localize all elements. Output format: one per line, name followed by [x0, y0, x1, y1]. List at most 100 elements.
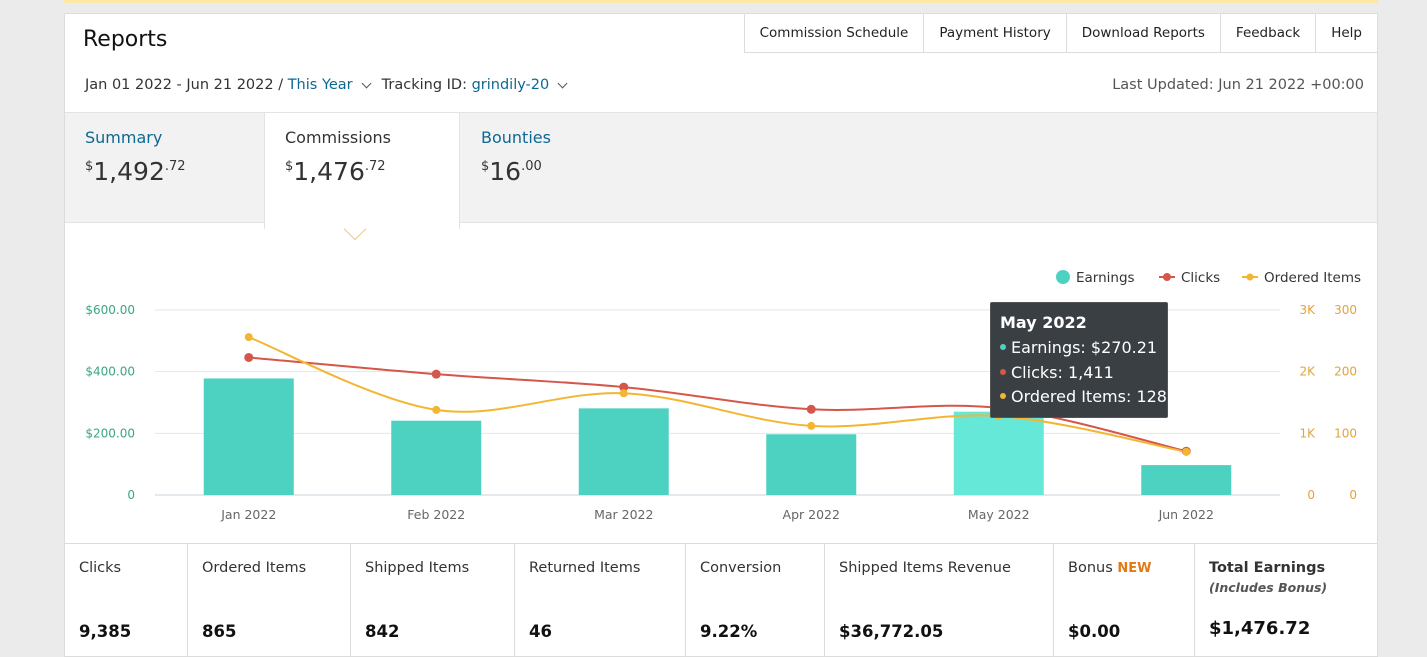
stat-label: Ordered Items — [202, 560, 307, 576]
new-badge: NEW — [1117, 561, 1152, 576]
stat-shipped-revenue: Shipped Items Revenue $36,772.05 — [825, 544, 1054, 657]
earnings-bar — [203, 378, 294, 495]
stat-label: Clicks — [79, 560, 122, 576]
legend-ordered-marker — [1246, 273, 1254, 281]
x-axis-tick: Jun 2022 — [1158, 507, 1214, 522]
tab-commissions[interactable]: Commissions $1,476.72 — [264, 113, 460, 229]
top-links: Commission Schedule Payment History Down… — [743, 13, 1378, 53]
tab-label: Bounties — [481, 128, 551, 147]
legend-ordered-label: Ordered Items — [1264, 270, 1361, 286]
stat-value: 9,385 — [79, 622, 132, 641]
stat-returned-items: Returned Items 46 — [515, 544, 686, 657]
left-axis-tick: 0 — [127, 488, 135, 502]
stat-shipped-items: Shipped Items 842 — [351, 544, 515, 657]
tab-summary[interactable]: Summary $1,492.72 — [65, 113, 265, 223]
clicks-point — [619, 382, 629, 392]
right-axis-clicks-tick: 0 — [1307, 488, 1315, 502]
tab-bounties[interactable]: Bounties $16.00 — [461, 113, 661, 223]
top-alert-strip — [64, 0, 1378, 3]
left-axis-tick: $200.00 — [85, 426, 135, 440]
chevron-down-icon[interactable] — [361, 78, 372, 89]
earnings-bar — [391, 420, 482, 495]
x-axis-tick: Jan 2022 — [220, 507, 276, 522]
tab-value: $1,492.72 — [85, 157, 186, 186]
stat-value: $1,476.72 — [1209, 618, 1311, 639]
legend-earnings-label: Earnings — [1076, 270, 1135, 286]
earnings-bar — [953, 411, 1044, 495]
earnings-bar — [578, 408, 669, 495]
stat-label: Shipped Items — [365, 560, 470, 576]
commission-schedule-link[interactable]: Commission Schedule — [743, 13, 925, 53]
stat-value: 46 — [529, 622, 552, 641]
stat-conversion: Conversion 9.22% — [686, 544, 825, 657]
stat-value: $0.00 — [1068, 622, 1121, 641]
stat-label: Bonus NEW — [1068, 560, 1152, 576]
clicks-point — [244, 352, 254, 362]
right-axis-clicks-tick: 2K — [1299, 365, 1316, 379]
stat-sublabel: (Includes Bonus) — [1209, 580, 1328, 595]
stat-clicks: Clicks 9,385 — [65, 544, 188, 657]
ordered-items-point — [432, 405, 441, 414]
reports-panel: Reports Commission Schedule Payment Hist… — [64, 13, 1378, 657]
tab-label: Summary — [85, 128, 163, 147]
tooltip-earnings: Earnings: $270.21 — [1000, 336, 1158, 361]
tooltip-title: May 2022 — [1000, 313, 1087, 332]
legend-clicks-label: Clicks — [1181, 270, 1220, 286]
ordered-items-line — [248, 336, 1187, 453]
tab-value: $1,476.72 — [285, 157, 386, 186]
ordered-items-point — [807, 421, 816, 430]
chart-tooltip: May 2022 Earnings: $270.21 Clicks: 1,411… — [990, 302, 1168, 418]
stat-value: 842 — [365, 622, 400, 641]
legend-clicks-marker — [1163, 273, 1171, 281]
x-axis-tick: May 2022 — [968, 507, 1030, 522]
right-axis-clicks-tick: 3K — [1299, 303, 1316, 317]
payment-history-link[interactable]: Payment History — [924, 13, 1067, 53]
tab-value: $16.00 — [481, 157, 542, 186]
clicks-point — [806, 404, 816, 414]
ordered-items-point — [244, 333, 253, 342]
clicks-point — [431, 369, 441, 379]
stat-value: 865 — [202, 622, 237, 641]
stat-label: Shipped Items Revenue — [839, 560, 1011, 576]
ordered-items-point — [619, 389, 628, 398]
tooltip-ordered: Ordered Items: 128 — [1000, 385, 1167, 410]
stat-value: $36,772.05 — [839, 622, 944, 641]
earnings-bar — [766, 434, 857, 495]
stats-row: Clicks 9,385 Ordered Items 865 Shipped I… — [65, 543, 1377, 657]
page-title: Reports — [83, 27, 168, 52]
ordered-items-point — [1182, 447, 1191, 456]
x-axis-tick: Apr 2022 — [783, 507, 840, 522]
feedback-link[interactable]: Feedback — [1220, 13, 1317, 53]
right-axis-items-tick: 100 — [1334, 426, 1357, 440]
tracking-label: Tracking ID: — [381, 77, 472, 93]
tab-label: Commissions — [285, 128, 391, 147]
stat-label: Returned Items — [529, 560, 641, 576]
stat-total-earnings: Total Earnings (Includes Bonus) $1,476.7… — [1195, 544, 1377, 657]
x-axis-tick: Mar 2022 — [594, 507, 653, 522]
x-axis-tick: Feb 2022 — [407, 507, 465, 522]
summary-tabs: Summary $1,492.72 Commissions $1,476.72 … — [65, 112, 1377, 229]
earnings-chart[interactable]: 0 0 0 $200.00 1K 100 $400.00 2K 200 $600.00 3K 300 J… — [65, 244, 1377, 542]
right-axis-items-tick: 300 — [1334, 303, 1357, 317]
stat-bonus: Bonus NEW $0.00 — [1054, 544, 1195, 657]
filters-bar: Jan 01 2022 - Jun 21 2022 / This Year Tr… — [85, 77, 578, 93]
stat-label: Conversion — [700, 560, 782, 576]
download-reports-link[interactable]: Download Reports — [1066, 13, 1221, 53]
chevron-down-icon[interactable] — [557, 78, 568, 89]
legend-earnings-marker — [1056, 270, 1070, 284]
last-updated: Last Updated: Jun 21 2022 +00:00 — [1112, 77, 1364, 93]
tracking-id-dropdown[interactable]: grindily-20 — [471, 77, 550, 93]
stat-label: Total Earnings — [1209, 560, 1326, 576]
right-axis-items-tick: 0 — [1349, 488, 1357, 502]
right-axis-clicks-tick: 1K — [1299, 426, 1316, 440]
date-range-text: Jan 01 2022 - Jun 21 2022 / — [85, 77, 288, 93]
tooltip-clicks: Clicks: 1,411 — [1000, 361, 1158, 386]
stat-value: 9.22% — [700, 622, 758, 641]
stat-ordered-items: Ordered Items 865 — [188, 544, 351, 657]
help-link[interactable]: Help — [1316, 13, 1378, 53]
period-dropdown[interactable]: This Year — [287, 77, 353, 93]
left-axis-tick: $400.00 — [85, 365, 135, 379]
earnings-bar — [1141, 465, 1232, 495]
right-axis-items-tick: 200 — [1334, 365, 1357, 379]
left-axis-tick: $600.00 — [85, 303, 135, 317]
